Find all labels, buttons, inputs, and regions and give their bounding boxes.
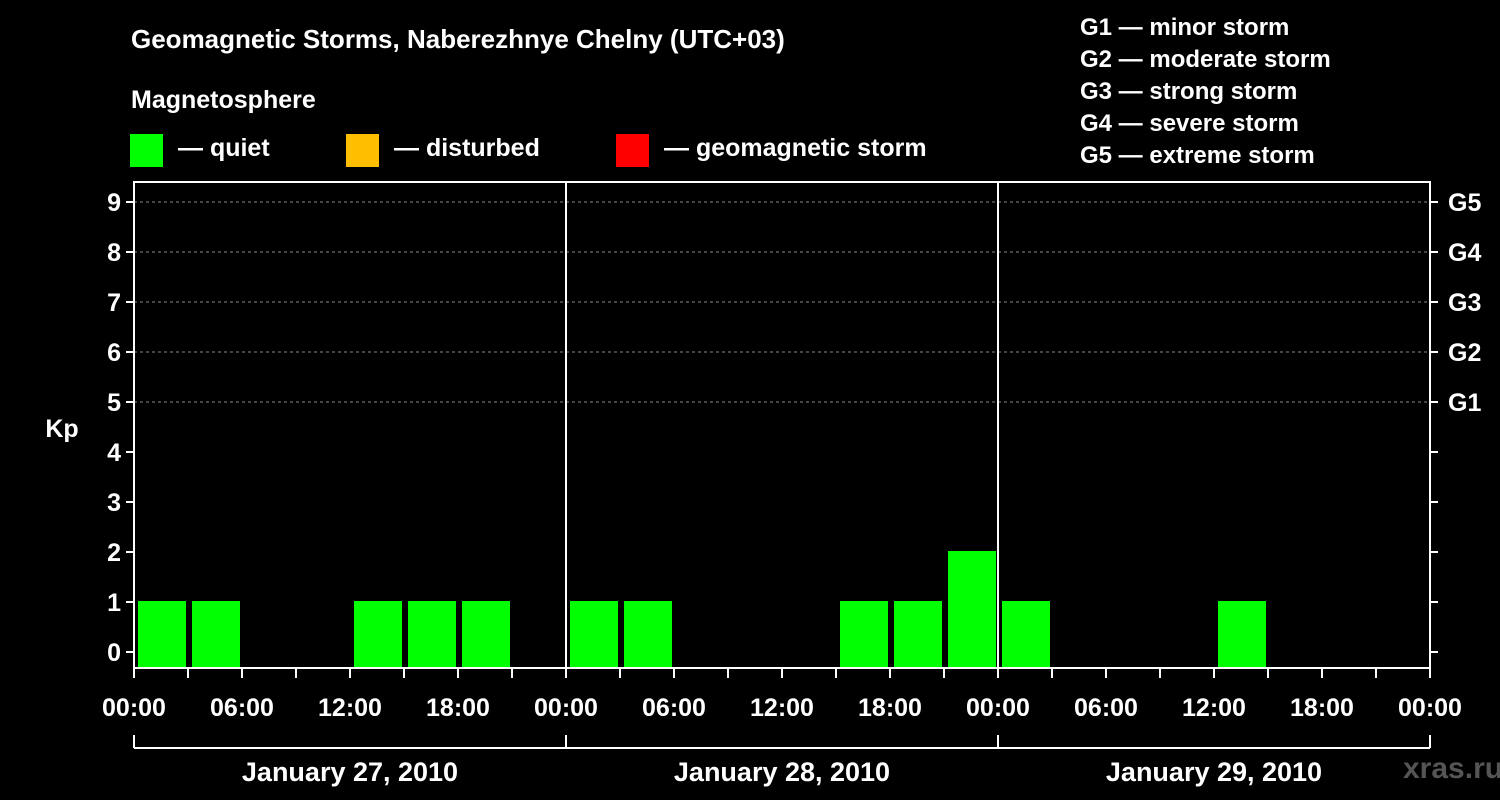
kp-bar-1 — [192, 601, 240, 668]
x-tick-label-9: 06:00 — [1074, 694, 1138, 722]
y-tick-label-1: 1 — [107, 589, 121, 617]
y-tick-label-6: 6 — [107, 339, 121, 367]
right-axis-label-G1: G1 — [1448, 389, 1481, 417]
x-tick-label-6: 12:00 — [750, 694, 814, 722]
kp-bar-14 — [894, 601, 942, 668]
x-tick-label-0: 00:00 — [102, 694, 166, 722]
legend-label-storm: — geomagnetic storm — [664, 134, 927, 162]
scale-g5: G5 — extreme storm — [1080, 142, 1315, 169]
day-label-1: January 28, 2010 — [674, 757, 890, 787]
x-tick-label-7: 18:00 — [858, 694, 922, 722]
right-axis-label-G4: G4 — [1448, 239, 1481, 267]
day-label-0: January 27, 2010 — [242, 757, 458, 787]
kp-bar-15 — [948, 551, 996, 668]
y-tick-label-9: 9 — [107, 189, 121, 217]
x-tick-label-3: 18:00 — [426, 694, 490, 722]
x-tick-label-12: 00:00 — [1398, 694, 1462, 722]
kp-bar-5 — [408, 601, 456, 668]
y-tick-label-7: 7 — [107, 289, 121, 317]
x-tick-label-2: 12:00 — [318, 694, 382, 722]
kp-bar-0 — [138, 601, 186, 668]
right-axis-label-G2: G2 — [1448, 339, 1481, 367]
y-axis-title: Kp — [45, 415, 78, 443]
scale-g3: G3 — strong storm — [1080, 78, 1298, 105]
kp-bar-13 — [840, 601, 888, 668]
scale-g1: G1 — minor storm — [1080, 14, 1290, 41]
legend-swatch-storm — [616, 134, 649, 167]
y-tick-label-4: 4 — [107, 439, 121, 467]
legend-swatch-quiet — [130, 134, 163, 167]
day-label-2: January 29, 2010 — [1106, 757, 1322, 787]
legend-label-disturbed: — disturbed — [394, 134, 540, 162]
legend-swatch-disturbed — [346, 134, 379, 167]
x-tick-label-10: 12:00 — [1182, 694, 1246, 722]
kp-bar-4 — [354, 601, 402, 668]
scale-g4: G4 — severe storm — [1080, 110, 1299, 137]
y-tick-label-2: 2 — [107, 539, 121, 567]
right-axis-label-G5: G5 — [1448, 189, 1481, 217]
x-tick-label-4: 00:00 — [534, 694, 598, 722]
right-axis-label-G3: G3 — [1448, 289, 1481, 317]
magnetosphere-label: Magnetosphere — [131, 86, 316, 114]
x-tick-label-11: 18:00 — [1290, 694, 1354, 722]
y-tick-label-5: 5 — [107, 389, 121, 417]
watermark: xras.ru — [1403, 752, 1500, 785]
kp-bar-9 — [624, 601, 672, 668]
plot-frame — [133, 181, 1431, 669]
x-tick-label-1: 06:00 — [210, 694, 274, 722]
kp-bar-16 — [1002, 601, 1050, 668]
x-tick-label-8: 00:00 — [966, 694, 1030, 722]
y-tick-label-0: 0 — [107, 639, 121, 667]
scale-g2: G2 — moderate storm — [1080, 46, 1331, 73]
y-tick-label-8: 8 — [107, 239, 121, 267]
kp-bar-8 — [570, 601, 618, 668]
kp-bar-6 — [462, 601, 510, 668]
y-tick-label-3: 3 — [107, 489, 121, 517]
legend-label-quiet: — quiet — [178, 134, 270, 162]
x-tick-label-5: 06:00 — [642, 694, 706, 722]
kp-bar-20 — [1218, 601, 1266, 668]
chart-title: Geomagnetic Storms, Naberezhnye Chelny (… — [131, 24, 785, 54]
